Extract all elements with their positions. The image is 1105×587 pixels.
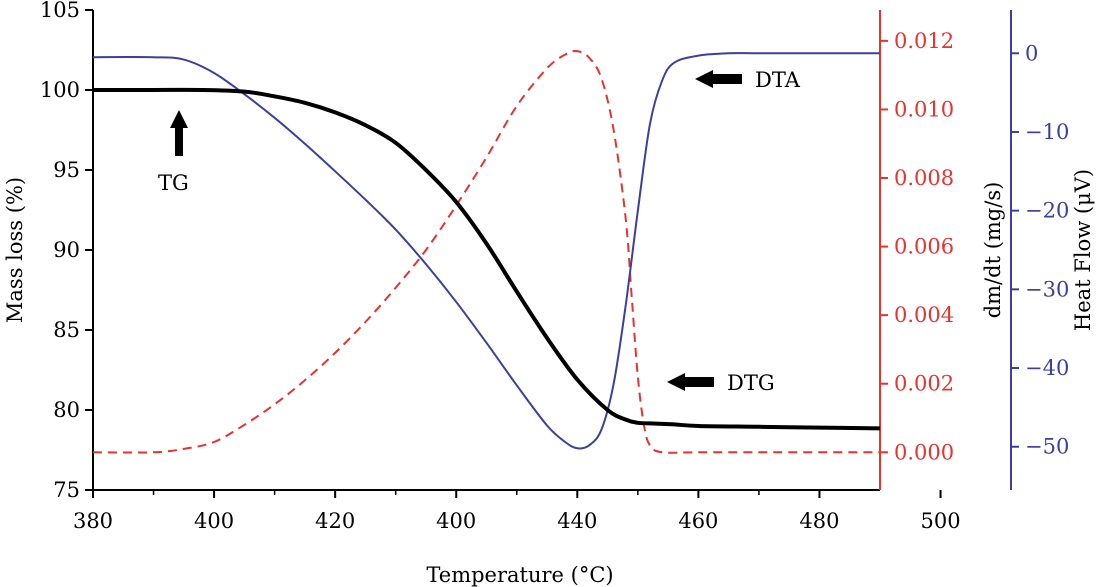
left-y-tick-label: 95 xyxy=(53,158,80,182)
x-tick-label: 420 xyxy=(315,509,355,533)
annotation-tg-label: TG xyxy=(158,171,189,195)
right-inner-y-tick-label: 0.004 xyxy=(894,303,954,327)
dta-series-line xyxy=(92,52,880,450)
right-outer-y-tick-label: −10 xyxy=(1025,120,1069,144)
right-inner-y-axis-ticks: 0.000 0.002 0.004 0.006 0.008 0.010 0.012 xyxy=(880,29,954,464)
dtg-series-line xyxy=(92,50,881,454)
left-y-tick-label: 105 xyxy=(40,0,80,22)
right-outer-y-tick-label: −20 xyxy=(1025,199,1069,223)
right-outer-y-tick-label: −40 xyxy=(1025,356,1069,380)
x-tick-label: 440 xyxy=(557,509,597,533)
right-inner-y-tick-label: 0.012 xyxy=(894,29,954,53)
x-axis: 380 400 420 400 440 460 480 500 Temperature (°C… xyxy=(73,489,961,587)
left-arrow-icon xyxy=(695,70,742,88)
left-y-tick-label: 75 xyxy=(53,478,80,502)
right-inner-y-axis: 0.000 0.002 0.004 0.006 0.008 0.010 0.012 dm/d… xyxy=(879,10,1005,490)
right-inner-y-tick-label: 0.000 xyxy=(894,440,954,464)
series-layer xyxy=(92,50,881,454)
right-inner-y-axis-title: dm/dt (mg/s) xyxy=(981,182,1005,319)
right-inner-y-tick-label: 0.008 xyxy=(894,166,954,190)
x-tick-label: 460 xyxy=(678,509,718,533)
x-tick-label: 380 xyxy=(73,509,113,533)
tg-series-line xyxy=(93,87,881,431)
left-y-tick-label: 85 xyxy=(53,318,80,342)
x-tick-label: 480 xyxy=(799,509,839,533)
right-outer-y-tick-label: −30 xyxy=(1025,277,1069,301)
left-y-tick-label: 100 xyxy=(40,78,80,102)
x-tick-label: 500 xyxy=(920,509,960,533)
x-tick-label: 400 xyxy=(436,509,476,533)
annotation-dtg-label: DTG xyxy=(727,371,775,395)
right-inner-y-tick-label: 0.010 xyxy=(894,97,954,121)
right-outer-y-tick-label: −50 xyxy=(1025,435,1069,459)
x-axis-title: Temperature (°C) xyxy=(426,563,613,587)
annotation-tg: TG xyxy=(158,110,189,195)
right-outer-y-axis-ticks: 0 −10 −20 −30 −40 −50 xyxy=(1011,41,1069,459)
up-arrow-icon xyxy=(170,110,188,156)
right-outer-y-axis-title: Heat Flow (μV) xyxy=(1071,169,1095,331)
right-outer-y-tick-label: 0 xyxy=(1025,41,1038,65)
annotation-dta: DTA xyxy=(695,68,801,92)
left-y-axis-ticks: 75 80 85 90 95 100 105 xyxy=(40,0,93,502)
left-arrow-icon xyxy=(667,373,714,391)
annotation-dta-label: DTA xyxy=(755,68,801,92)
annotation-dtg: DTG xyxy=(667,371,775,395)
left-y-axis-title: Mass loss (%) xyxy=(3,177,27,323)
x-axis-ticks: 380 400 420 400 440 460 480 500 xyxy=(73,490,961,533)
x-tick-label: 400 xyxy=(194,509,234,533)
left-y-tick-label: 90 xyxy=(53,238,80,262)
right-inner-y-tick-label: 0.002 xyxy=(894,372,954,396)
left-y-tick-label: 80 xyxy=(53,398,80,422)
right-inner-y-tick-label: 0.006 xyxy=(894,235,954,259)
right-outer-y-axis: 0 −10 −20 −30 −40 −50 Heat Flow (μV) xyxy=(1010,10,1095,490)
